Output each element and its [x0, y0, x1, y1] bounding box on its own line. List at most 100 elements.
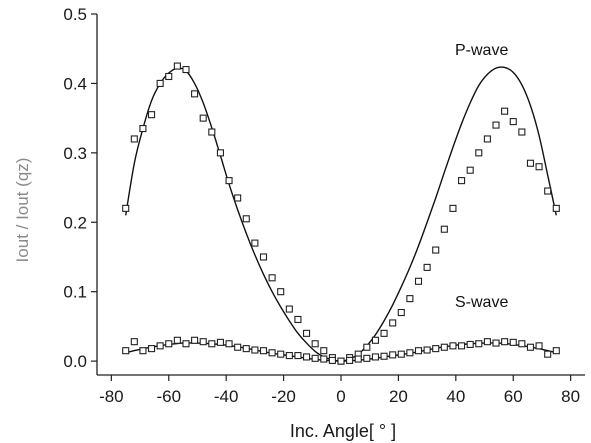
p-wave-data-point [139, 125, 147, 133]
s-wave-data-point [483, 338, 491, 346]
x-tick-label: -20 [271, 387, 296, 406]
s-wave-data-point [397, 350, 405, 358]
s-wave-data-point [328, 356, 336, 364]
p-wave-data-point [414, 277, 423, 285]
y-tick-label: 0.0 [63, 352, 87, 371]
s-wave-data-point [130, 338, 138, 346]
s-wave-data-point [234, 343, 242, 351]
s-wave-data-point [423, 346, 431, 354]
p-wave-data-point [199, 114, 207, 122]
p-wave-data-point [526, 159, 535, 167]
p-wave-data-point [518, 128, 526, 136]
s-wave-data-point [380, 352, 388, 360]
x-tick-label: 20 [389, 387, 408, 406]
p-wave-data-point [216, 149, 224, 157]
s-wave-data-point [544, 350, 552, 358]
x-tick-label: -60 [156, 387, 181, 406]
s-wave-data-point [208, 340, 216, 348]
p-wave-data-point [363, 343, 371, 351]
p-wave-data-point [406, 295, 414, 303]
y-tick-label: 0.5 [63, 5, 87, 24]
p-wave-data-point [242, 215, 250, 223]
p-wave-data-point [552, 204, 560, 212]
p-wave-data-point [147, 111, 156, 119]
s-wave-data-point [371, 353, 380, 361]
s-wave-data-point [199, 338, 207, 346]
axes [96, 14, 585, 376]
s-wave-data-point [337, 357, 345, 365]
p-wave-data-point [535, 163, 543, 171]
y-tick-label: 0.3 [63, 144, 87, 163]
p-wave-data-point [251, 239, 259, 247]
s-wave-data-point [354, 355, 362, 363]
x-tick-label: 40 [446, 387, 465, 406]
s-wave-data-point [320, 355, 328, 363]
s-wave-data-point [552, 347, 560, 355]
s-wave-data-point [414, 347, 423, 355]
s-wave-data-point [311, 354, 319, 362]
p-wave-data-point [371, 336, 380, 344]
s-wave-data-point [122, 347, 130, 355]
s-wave-data-point [156, 342, 164, 350]
p-wave-data-point [440, 225, 448, 233]
y-axis-title: Iout / Iout (qz) [13, 158, 32, 263]
s-wave-data-point [535, 342, 543, 350]
p-wave-data-point [466, 166, 474, 174]
x-tick-label: 80 [561, 387, 580, 406]
p-wave-data-point [389, 319, 397, 327]
y-tick-label: 0.1 [63, 283, 87, 302]
p-wave-data-point [483, 135, 491, 143]
p-wave-fit-line [125, 66, 557, 362]
fit-lines [125, 66, 557, 362]
s-wave-data-point [406, 349, 414, 357]
s-wave-data-point [346, 356, 354, 364]
s-wave-data-point [458, 342, 466, 350]
p-wave-data-point [475, 149, 483, 157]
y-ticks: 0.0 0.1 0.2 0.3 0.4 0.5 [63, 5, 97, 371]
x-tick-label: 0 [336, 387, 345, 406]
p-wave-data-point [458, 177, 466, 185]
p-wave-data-point [285, 305, 293, 313]
p-wave-data-point [268, 274, 276, 282]
s-wave-data-point [475, 340, 483, 348]
p-wave-data-point [182, 65, 190, 74]
s-wave-data-point [432, 345, 440, 353]
p-wave-data-point [191, 90, 199, 98]
p-wave-data-point [156, 79, 164, 87]
p-wave-data-point [397, 308, 405, 317]
p-wave-data-point [234, 194, 242, 202]
p-wave-data-point [225, 177, 233, 185]
y-tick-label: 0.2 [63, 213, 87, 232]
s-wave-data-point [389, 351, 397, 359]
p-wave-data-point [509, 118, 517, 126]
y-tick-label: 0.4 [63, 74, 87, 93]
s-wave-data-point [268, 349, 276, 357]
p-wave-data-point [130, 135, 138, 143]
p-wave-data-point [122, 204, 130, 212]
s-wave-data-point [518, 340, 526, 348]
s-wave-data-point [182, 340, 190, 348]
x-ticks: -80 -60 -40 -20 0 20 40 60 80 [99, 375, 580, 406]
p-wave-data-point [173, 62, 181, 70]
s-wave-data-point [259, 347, 268, 355]
p-wave-data-point [492, 121, 500, 129]
data-markers [122, 62, 560, 365]
s-wave-data-point [242, 345, 250, 353]
x-tick-label: -80 [99, 387, 124, 406]
s-wave-data-point [492, 339, 500, 347]
p-wave-data-point [311, 340, 319, 348]
s-wave-data-point [363, 354, 371, 362]
s-wave-data-point [225, 340, 233, 348]
p-wave-data-point [165, 72, 173, 81]
x-tick-label: -40 [214, 387, 239, 406]
s-wave-data-point [147, 345, 156, 353]
p-wave-data-point [302, 329, 311, 337]
p-wave-data-point [208, 128, 216, 136]
s-wave-data-point [285, 352, 293, 360]
s-wave-data-point [501, 338, 509, 346]
s-wave-data-point [466, 340, 474, 349]
s-wave-data-point [509, 338, 517, 346]
p-wave-data-point [544, 187, 552, 195]
